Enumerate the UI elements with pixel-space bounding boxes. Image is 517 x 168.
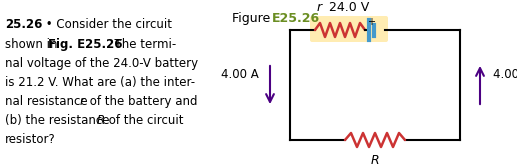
Text: R: R: [371, 154, 379, 167]
Text: Figure: Figure: [232, 12, 274, 25]
Text: 4.00 A: 4.00 A: [493, 69, 517, 81]
Text: 4.00 A: 4.00 A: [221, 69, 259, 81]
Text: (b) the resistance: (b) the resistance: [5, 114, 113, 127]
Text: of the battery and: of the battery and: [86, 95, 197, 108]
Text: shown in: shown in: [5, 38, 61, 51]
Text: nal voltage of the 24.0-V battery: nal voltage of the 24.0-V battery: [5, 57, 198, 70]
Text: of the circuit: of the circuit: [105, 114, 184, 127]
Text: 25.26: 25.26: [5, 18, 42, 31]
Text: r: r: [317, 1, 322, 14]
Text: nal resistance: nal resistance: [5, 95, 92, 108]
Text: E25.26: E25.26: [272, 12, 320, 25]
Text: r: r: [80, 95, 85, 108]
Text: is 21.2 V. What are (a) the inter-: is 21.2 V. What are (a) the inter-: [5, 76, 195, 89]
Text: • Consider the circuit: • Consider the circuit: [42, 18, 172, 31]
FancyBboxPatch shape: [310, 16, 388, 42]
Text: 24.0 V: 24.0 V: [329, 1, 369, 14]
Text: Fig. E25.26: Fig. E25.26: [48, 38, 123, 51]
Text: +: +: [367, 17, 375, 27]
Text: R: R: [97, 114, 105, 127]
Text: resistor?: resistor?: [5, 133, 56, 146]
Text: . The termi-: . The termi-: [107, 38, 176, 51]
